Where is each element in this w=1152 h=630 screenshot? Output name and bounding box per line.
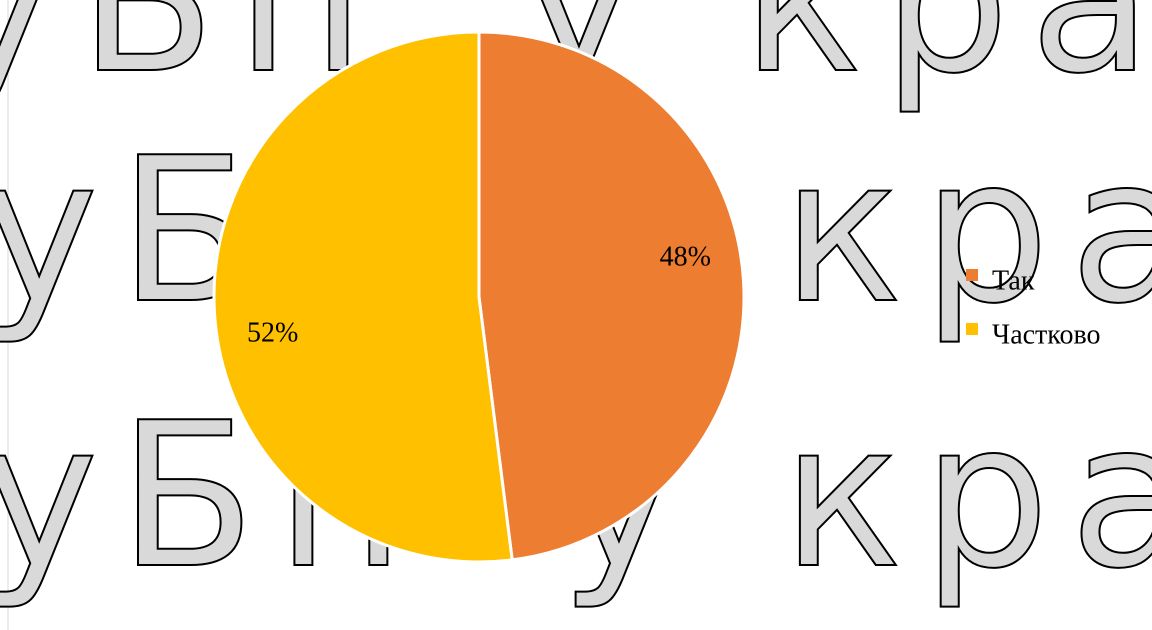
pie-slice bbox=[477, 30, 746, 562]
legend-swatch bbox=[966, 323, 978, 335]
plot: 48% 52% Так Частково bbox=[212, 30, 1101, 564]
data-label: 48% bbox=[660, 241, 711, 272]
legend-swatch bbox=[966, 269, 978, 281]
legend-label: Так bbox=[992, 265, 1035, 296]
pie-slice bbox=[212, 30, 514, 564]
legend-label: Частково bbox=[992, 319, 1101, 350]
data-label: 52% bbox=[247, 317, 298, 348]
